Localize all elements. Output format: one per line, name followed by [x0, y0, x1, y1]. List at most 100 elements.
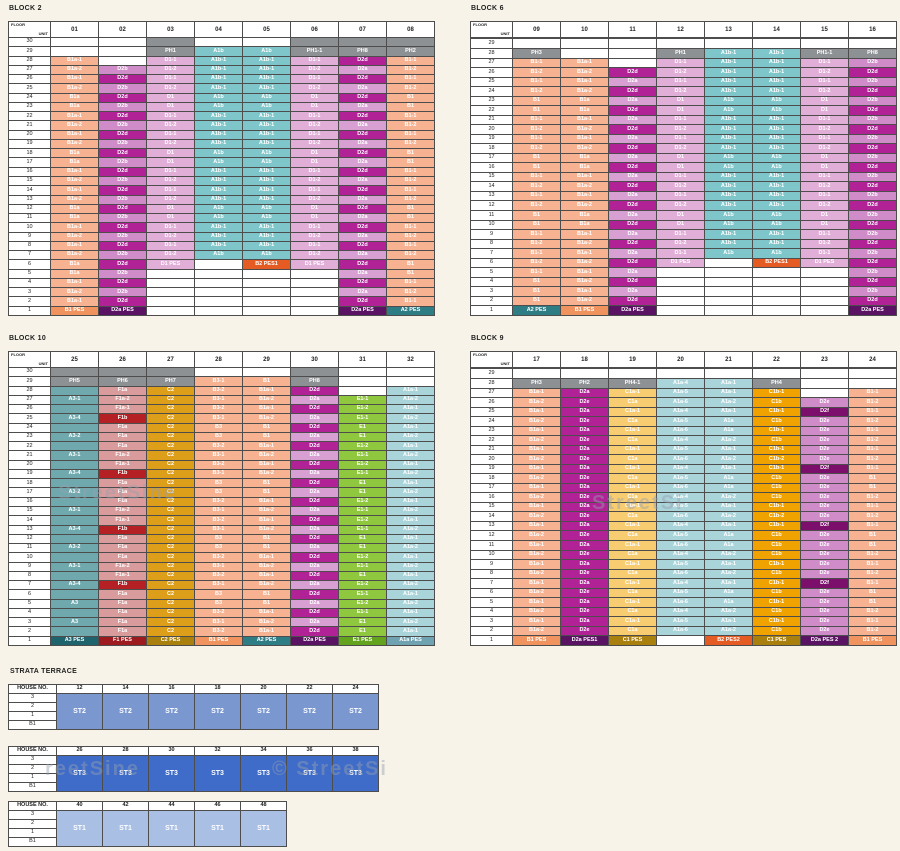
unit-cell: D2a — [290, 598, 339, 609]
unit-cell — [752, 368, 801, 379]
floor-row: 22 B1a-1 D2d D1-1 A1b-1 A1b-1 D1-1 D2d B1-1 — [8, 111, 435, 122]
unit-cell: B1-2 — [512, 143, 561, 154]
unit-cell: C2 — [146, 385, 195, 396]
floor-label: 12 — [8, 533, 51, 545]
unit-cell: D2d — [98, 148, 147, 159]
unit-cell: B1a-1 — [242, 607, 291, 619]
house-number: 12 — [56, 684, 103, 694]
floor-label: 28 — [470, 378, 513, 389]
unit-cell: D1-2 — [800, 238, 849, 250]
unit-cell: D2d — [608, 86, 657, 97]
unit-cell: A1b-1 — [194, 55, 243, 66]
unit-cell: B1-1 — [386, 74, 435, 85]
unit-cell: D2a — [608, 286, 657, 297]
unit-cell: A1b — [752, 219, 801, 231]
unit-cell: A1a-4 — [656, 578, 705, 589]
unit-cell: A1a-2 — [704, 606, 753, 618]
unit-cell: D2e — [560, 530, 609, 541]
stack-number: 20 — [656, 351, 705, 368]
unit-cell: B1a-1 — [512, 501, 561, 513]
unit-cell: A1b-1 — [704, 229, 753, 240]
unit-cell: A1b-1 — [752, 48, 801, 59]
unit-cell: D2a — [290, 468, 339, 480]
unit-cell: D2d — [98, 92, 147, 103]
unit-cell: A1a PES — [386, 635, 435, 647]
unit-cell: B1 — [386, 268, 435, 279]
unit-cell: D1-1 — [656, 76, 705, 88]
unit-cell: A1b-1 — [194, 120, 243, 131]
unit-cell: B1a-2 — [560, 238, 609, 250]
floor-row: 25 B1a-2 D2b D1-2 A1b-1 A1b-1 D1-2 D2a B1-2 — [8, 83, 435, 94]
unit-cell: B1a-2 — [50, 287, 99, 298]
unit-cell: PH2 — [386, 46, 435, 57]
unit-cell: D2a — [608, 152, 657, 164]
unit-cell: A1a-2 — [386, 468, 435, 480]
unit-cell: A1a-1 — [704, 406, 753, 418]
floor-label: 27 — [470, 57, 513, 69]
floor-label: 14 — [8, 185, 51, 196]
unit-cell: D2e — [800, 625, 849, 637]
unit-cell — [848, 36, 897, 40]
unit-cell: D1 PES — [290, 259, 339, 270]
unit-cell: D2b — [848, 210, 897, 221]
unit-cell: B1a-2 — [512, 397, 561, 408]
unit-cell: B1-1 — [386, 222, 435, 233]
unit-cell — [800, 305, 849, 316]
unit-cell: B1 — [512, 152, 561, 164]
strata-unit-cell: ST3 — [56, 755, 103, 792]
floor-label: 2 — [470, 625, 513, 637]
unit-cell: B2 PES1 — [752, 257, 801, 269]
unit-cell: A1a-2 — [704, 397, 753, 408]
unit-cell: A1b-1 — [242, 120, 291, 131]
unit-cell: F1a — [98, 487, 147, 498]
unit-cell: F1a — [98, 422, 147, 433]
unit-cell: C1a-1 — [608, 482, 657, 494]
unit-cell: PH7 — [146, 376, 195, 387]
unit-cell: C2 — [146, 552, 195, 563]
unit-cell: A1a-1 — [386, 607, 435, 619]
floor-row: 19 A3-4 F1b C2 B3-1 B1a-2 D2a E1-1 A1a-2 — [8, 468, 435, 480]
unit-cell: A1a-1 — [386, 589, 435, 600]
unit-cell: A1b — [242, 46, 291, 57]
unit-cell: D2f — [800, 406, 849, 418]
unit-cell: B1-2 — [386, 175, 435, 187]
unit-cell: A1b — [704, 219, 753, 231]
block-block-2: BLOCK 2 FLOOR UNIT 01 02 03 04 05 06 07 08 30 29 PH1 A… — [8, 5, 435, 317]
unit-cell: B1a-1 — [50, 240, 99, 252]
unit-cell: E1-1 — [338, 468, 387, 480]
unit-cell: A1a-6 — [656, 625, 705, 637]
unit-cell: A1b-1 — [752, 200, 801, 211]
floor-row: 29 PH1 A1b A1b PH1-1 PH8 PH2 — [8, 46, 435, 57]
unit-cell: E1-2 — [338, 515, 387, 526]
unit-cell: B3-1 — [194, 505, 243, 517]
unit-cell: C2 — [146, 561, 195, 572]
unit-cell: F1a — [98, 598, 147, 609]
floor-label: 8 — [470, 568, 513, 580]
floor-row: 22 B1 B1a D2d D1 A1b A1b D1 D2d — [470, 105, 897, 116]
unit-cell: C1b-1 — [752, 520, 801, 532]
unit-cell: E1 — [338, 570, 387, 582]
floor-label: 1 — [470, 635, 513, 646]
unit-cell — [50, 36, 99, 48]
unit-cell: C2 — [146, 496, 195, 507]
unit-cell: D1-1 — [800, 114, 849, 126]
unit-cell: A1b — [242, 250, 291, 261]
house-number: 30 — [148, 746, 195, 756]
unit-cell: D1-2 — [146, 64, 195, 76]
floor-label: 13 — [470, 520, 513, 532]
unit-cell: D2e — [800, 511, 849, 522]
floor-row: 6 B1-2 B1a-2 D2d D1 PES B2 PES1 D1 PES D2d — [470, 257, 897, 269]
floor-row: 1 B1 PES D2a PES1 C1 PES B2 PES2 C1 PES D2a PE… — [470, 635, 897, 646]
unit-cell: B1a-2 — [242, 468, 291, 480]
unit-cell: D2d — [608, 124, 657, 135]
unit-cell: C2 — [146, 459, 195, 470]
unit-cell: C1a — [608, 454, 657, 465]
unit-cell: B1a — [50, 101, 99, 113]
unit-cell: C1a-1 — [608, 463, 657, 475]
floor-label: 11 — [470, 210, 513, 221]
unit-cell: A1a-2 — [386, 524, 435, 535]
unit-cell: C1a — [608, 530, 657, 541]
unit-cell — [50, 607, 99, 619]
corner-floor-label: FLOOR — [11, 352, 25, 357]
floor-label: 23 — [8, 101, 51, 113]
